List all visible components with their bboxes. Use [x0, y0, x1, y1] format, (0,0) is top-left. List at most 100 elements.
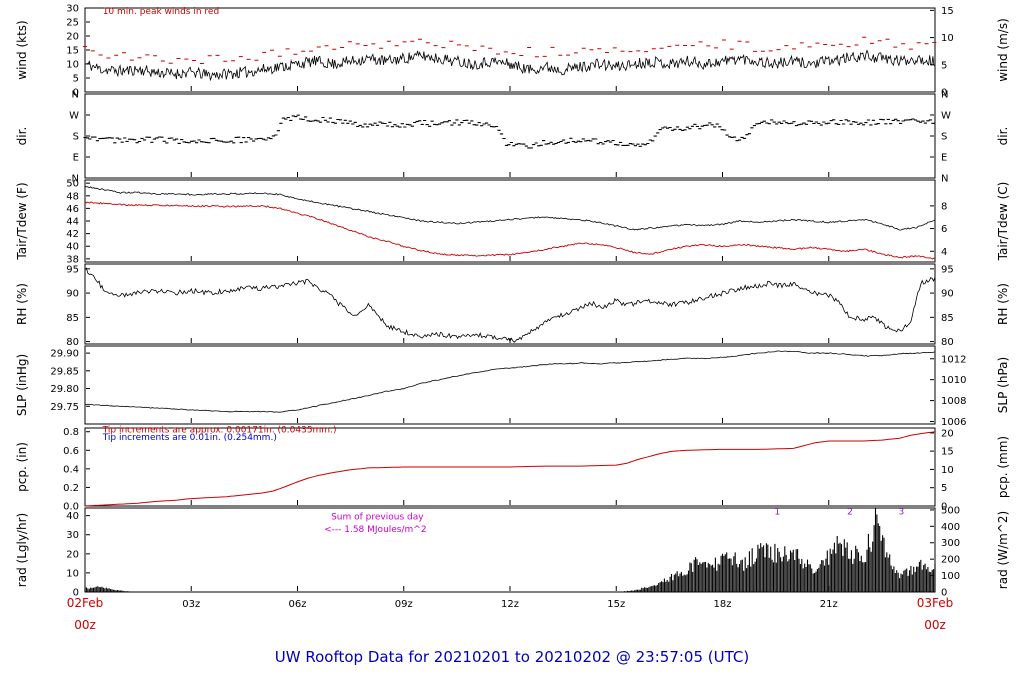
precip-right-tick-label: 20	[941, 428, 954, 439]
relative-humidity-trace	[84, 267, 936, 343]
slp-left-tick-label: 29.90	[50, 349, 79, 360]
radiation-left-tick-label: 0	[73, 588, 79, 599]
x-tick-label: 09z	[395, 599, 413, 610]
temperature-left-tick-label: 42	[66, 229, 79, 240]
wind-right-tick-label: 0	[941, 88, 947, 99]
wind-speed-trace	[84, 49, 936, 82]
direction-left-axis-title: dir.	[15, 127, 29, 146]
radiation-left-tick-label: 30	[66, 530, 79, 541]
slp-left-tick-label: 29.80	[50, 384, 79, 395]
slp-right-tick-label: 1010	[941, 375, 966, 386]
panel-slp: 29.75 29.80 29.85 29.90 1006 1008 1010 1012 SLP …	[15, 345, 1010, 428]
x-start-date-label: 02Feb	[67, 596, 104, 610]
wind-left-tick-label: 10	[66, 60, 79, 71]
wind-peak-trace	[83, 36, 937, 64]
air-temperature-trace	[84, 185, 936, 231]
rh-left-axis-title: RH (%)	[15, 283, 29, 325]
direction-left-tick-label: W	[69, 111, 79, 122]
wind-direction-trace	[83, 114, 935, 149]
radiation-right-axis-title: rad (W/m^2)	[996, 511, 1010, 589]
rh-right-axis-title: RH (%)	[996, 283, 1010, 325]
radiation-right-tick-label: 100	[941, 571, 960, 582]
direction-right-tick-label: W	[941, 111, 951, 122]
rh-left-tick-label: 90	[66, 289, 79, 300]
x-tick-label: 06z	[289, 599, 307, 610]
slp-right-axis-title: SLP (hPa)	[996, 357, 1010, 413]
panel-rh: 80 85 90 95 80 85 90 95 RH (%) RH (%)	[15, 263, 1010, 348]
precip-left-tick-label: 0.8	[63, 427, 79, 438]
x-tick-label: 12z	[501, 599, 519, 610]
wind-left-tick-label: 5	[73, 74, 79, 85]
dew-point-trace	[84, 201, 936, 260]
slp-right-tick-label: 1008	[941, 396, 966, 407]
precip-right-tick-label: 15	[941, 447, 954, 458]
precip-right-tick-label: 5	[941, 483, 947, 494]
rh-right-tick-label: 85	[941, 313, 954, 324]
temperature-left-tick-label: 38	[66, 254, 79, 265]
x-end-hour-label: 00z	[924, 618, 946, 632]
wind-right-tick-label: 10	[941, 33, 954, 44]
radiation-right-tick-label: 0	[941, 588, 947, 599]
sea-level-pressure-trace	[84, 350, 936, 413]
radiation-right-tick-label: 500	[941, 505, 960, 516]
temperature-left-axis-title: Tair/Tdew (F)	[15, 182, 29, 260]
precip-annotation-1: Tip increments are 0.01in. (0.254mm.)	[102, 433, 277, 443]
x-tick-label: 03z	[182, 599, 200, 610]
rh-right-tick-label: 80	[941, 337, 954, 348]
slp-right-tick-label: 1012	[941, 354, 966, 365]
direction-left-tick-label: S	[73, 132, 79, 143]
slp-left-axis-title: SLP (inHg)	[15, 354, 29, 416]
precip-right-tick-label: 10	[941, 465, 954, 476]
cumulative-precip-trace	[84, 431, 936, 507]
temperature-left-tick-label: 40	[66, 242, 79, 253]
direction-right-tick-label: N	[941, 90, 948, 101]
precip-left-axis-title: pcp. (in)	[15, 442, 29, 492]
rh-left-tick-label: 95	[66, 264, 79, 275]
precip-left-tick-label: 0.4	[63, 464, 79, 475]
temperature-right-tick-label: 4	[941, 247, 947, 258]
wind-right-axis-title: wind (m/s)	[996, 18, 1010, 82]
direction-left-tick-label: N	[72, 174, 79, 185]
direction-right-axis-title: dir.	[996, 127, 1010, 146]
precip-annotation-0: Tip increments are approx. 0.00171in. (0…	[102, 426, 337, 436]
temperature-left-tick-label: 48	[66, 191, 79, 202]
wind-left-tick-label: 0	[73, 88, 79, 99]
radiation-left-axis-title: rad (Lgly/hr)	[15, 513, 29, 587]
wind-left-axis-title: wind (kts)	[15, 20, 29, 79]
x-start-hour-label: 00z	[74, 618, 96, 632]
precip-left-tick-label: 0.2	[63, 483, 79, 494]
direction-right-tick-label: N	[941, 174, 948, 185]
temperature-right-axis-title: Tair/Tdew (C)	[996, 182, 1010, 262]
wind-left-tick-label: 20	[66, 32, 79, 43]
radiation-right-tick-label: 200	[941, 555, 960, 566]
radiation-annotation-2: 1	[775, 508, 781, 518]
direction-right-tick-label: E	[941, 153, 947, 164]
precip-left-tick-label: 0.0	[63, 502, 79, 513]
solar-radiation-trace	[84, 508, 936, 592]
precip-left-tick-label: 0.6	[63, 446, 79, 457]
rh-left-tick-label: 85	[66, 313, 79, 324]
temperature-right-tick-label: 8	[941, 201, 947, 212]
slp-left-tick-label: 29.85	[50, 366, 79, 377]
rh-right-tick-label: 95	[941, 264, 954, 275]
temperature-left-tick-label: 44	[66, 217, 79, 228]
x-tick-label: 15z	[607, 599, 625, 610]
x-end-date-label: 03Feb	[917, 596, 954, 610]
wind-right-tick-label: 15	[941, 6, 954, 17]
wind-left-tick-label: 25	[66, 18, 79, 29]
radiation-left-tick-label: 40	[66, 511, 79, 522]
slp-left-tick-label: 29.75	[50, 402, 79, 413]
radiation-right-tick-label: 400	[941, 522, 960, 533]
slp-right-tick-label: 1006	[941, 417, 966, 428]
x-axis-group: 03z 06z 09z 12z 15z 18z 21z 02Feb 00z 03Feb 00z	[67, 596, 954, 632]
temperature-left-tick-label: 50	[66, 179, 79, 190]
temperature-left-tick-label: 46	[66, 204, 79, 215]
direction-right-tick-label: S	[941, 132, 947, 143]
wind-right-tick-label: 5	[941, 60, 947, 71]
wind-left-tick-label: 15	[66, 46, 79, 57]
